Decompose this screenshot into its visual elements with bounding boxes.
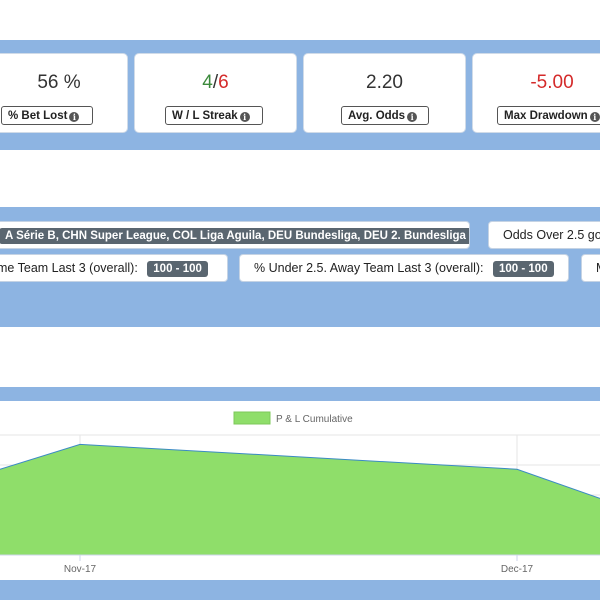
league-filter-value: A Série B, CHN Super League, COL Liga Ag… xyxy=(0,227,469,244)
loss-streak: 6 xyxy=(218,72,229,93)
avg-odds-label-text: Avg. Odds xyxy=(348,110,406,122)
info-icon: i xyxy=(239,112,250,122)
market-filter[interactable]: Odds Over 2.5 go xyxy=(488,221,600,249)
stat-card-bet-lost: 56 % % Bet Lost i xyxy=(0,53,128,133)
bet-lost-label-text: % Bet Lost xyxy=(8,110,68,122)
market-filter-text: Odds Over 2.5 go xyxy=(503,228,600,242)
legend-swatch xyxy=(233,411,271,425)
pl-cumulative-chart: P & L Cumulative Nov-17 Dec-17 xyxy=(0,411,600,575)
win-streak: 4 xyxy=(202,72,213,93)
extra-filter[interactable]: M xyxy=(581,254,600,282)
pl-area-series[interactable] xyxy=(0,444,600,555)
home-team-filter-value: 100 - 100 xyxy=(147,260,208,277)
bet-lost-value: 56 % xyxy=(37,72,81,93)
away-team-filter[interactable]: % Under 2.5. Away Team Last 3 (overall):… xyxy=(239,254,569,282)
info-icon: i xyxy=(589,112,600,122)
bet-lost-label[interactable]: % Bet Lost i xyxy=(1,106,93,125)
max-drawdown-value: -5.00 xyxy=(530,72,574,93)
legend-label: P & L Cumulative xyxy=(276,414,353,425)
wl-streak-value: 4/6 xyxy=(135,72,296,94)
wl-streak-label-text: W / L Streak xyxy=(172,110,238,122)
chart-panel: P & L Cumulative Nov-17 Dec-17 xyxy=(0,401,600,580)
streak-separator: / xyxy=(212,72,219,93)
max-drawdown-label-text: Max Drawdown xyxy=(504,110,588,122)
avg-odds-label[interactable]: Avg. Odds i xyxy=(341,106,429,125)
wl-streak-label[interactable]: W / L Streak i xyxy=(165,106,263,125)
info-icon: i xyxy=(407,112,418,122)
stat-card-wl-streak: 4/6 W / L Streak i xyxy=(134,53,297,133)
x-tick-label: Nov-17 xyxy=(64,564,97,575)
avg-odds-value: 2.20 xyxy=(366,72,403,93)
info-icon: i xyxy=(69,112,80,122)
league-filter[interactable]: A Série B, CHN Super League, COL Liga Ag… xyxy=(0,221,470,249)
x-tick-label: Dec-17 xyxy=(501,564,534,575)
home-team-filter[interactable]: me Team Last 3 (overall): 100 - 100 xyxy=(0,254,228,282)
stat-card-avg-odds: 2.20 Avg. Odds i xyxy=(303,53,466,133)
max-drawdown-label[interactable]: Max Drawdown i xyxy=(497,106,600,125)
stat-card-max-drawdown: -5.00 Max Drawdown i xyxy=(472,53,600,133)
away-team-filter-label: % Under 2.5. Away Team Last 3 (overall): xyxy=(254,261,484,275)
extra-filter-text: M xyxy=(596,261,600,275)
home-team-filter-label: me Team Last 3 (overall): xyxy=(0,261,138,275)
x-axis: Nov-17 Dec-17 xyxy=(0,554,600,575)
away-team-filter-value: 100 - 100 xyxy=(493,260,554,277)
chart-legend[interactable]: P & L Cumulative xyxy=(233,411,353,425)
pl-line-series xyxy=(0,443,600,499)
